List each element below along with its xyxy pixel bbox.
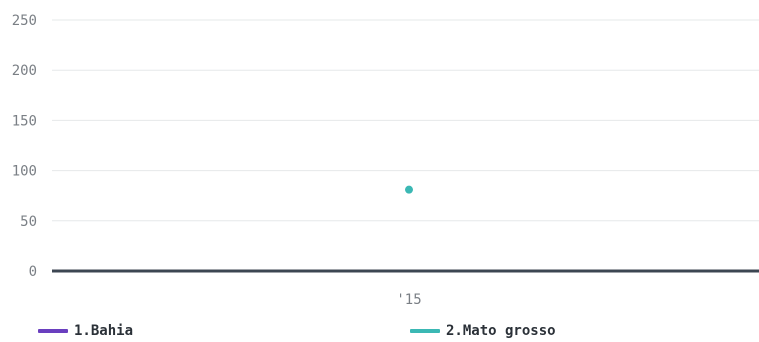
y-tick-label-100: 100: [12, 164, 37, 180]
legend-label-mato-grosso: 2.Mato grosso: [446, 323, 556, 339]
y-tick-label-0: 0: [29, 264, 37, 280]
x-tick-label-0: '15: [396, 292, 421, 308]
y-tick-label-150: 150: [12, 113, 37, 129]
legend-item-mato-grosso[interactable]: 2.Mato grosso: [410, 320, 556, 342]
gridlines: [52, 19, 759, 222]
series-marks: [404, 184, 414, 195]
legend-swatch-mato-grosso: [410, 329, 440, 333]
y-tick-label-250: 250: [12, 13, 37, 29]
legend-swatch-bahia: [38, 329, 68, 333]
y-axis-ticks: 0 50 100 150 200 250: [12, 13, 37, 280]
x-axis-ticks: '15: [396, 292, 421, 308]
y-tick-label-50: 50: [20, 214, 37, 230]
legend-label-bahia: 1.Bahia: [74, 323, 134, 339]
chart: 0 50 100 150 200 250 '15: [12, 13, 759, 308]
legend-item-bahia[interactable]: 1.Bahia: [38, 320, 133, 342]
y-tick-label-200: 200: [12, 63, 37, 79]
series-1-point-0[interactable]: [404, 184, 414, 195]
legend: 1.Bahia 2.Mato grosso: [0, 320, 759, 342]
